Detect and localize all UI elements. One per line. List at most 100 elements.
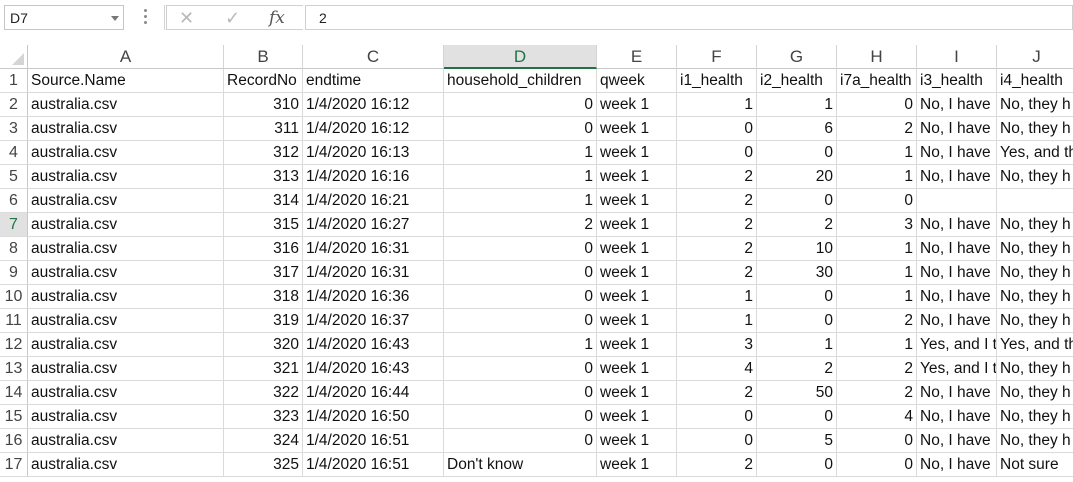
cell-j15[interactable]: No, they h xyxy=(997,405,1073,429)
cell-d5[interactable]: 1 xyxy=(444,165,597,189)
cell-c7[interactable]: 1/4/2020 16:27 xyxy=(303,213,444,237)
cell-j13[interactable]: No, they h xyxy=(997,357,1073,381)
cell-h2[interactable]: 0 xyxy=(837,93,917,117)
cell-c14[interactable]: 1/4/2020 16:44 xyxy=(303,381,444,405)
cell-a5[interactable]: australia.csv xyxy=(28,165,224,189)
cell-f12[interactable]: 3 xyxy=(677,333,757,357)
cell-a12[interactable]: australia.csv xyxy=(28,333,224,357)
cell-h12[interactable]: 1 xyxy=(837,333,917,357)
cell-j12[interactable]: Yes, and th xyxy=(997,333,1073,357)
row-header-15[interactable]: 15 xyxy=(0,405,28,429)
cell-f4[interactable]: 0 xyxy=(677,141,757,165)
row-header-4[interactable]: 4 xyxy=(0,141,28,165)
cell-d10[interactable]: 0 xyxy=(444,285,597,309)
cell-d15[interactable]: 0 xyxy=(444,405,597,429)
cell-j8[interactable]: No, they h xyxy=(997,237,1073,261)
cell-j3[interactable]: No, they h xyxy=(997,117,1073,141)
cell-f9[interactable]: 2 xyxy=(677,261,757,285)
cell-a13[interactable]: australia.csv xyxy=(28,357,224,381)
row-header-8[interactable]: 8 xyxy=(0,237,28,261)
cell-f5[interactable]: 2 xyxy=(677,165,757,189)
cell-c4[interactable]: 1/4/2020 16:13 xyxy=(303,141,444,165)
cell-j10[interactable]: No, they h xyxy=(997,285,1073,309)
cell-h11[interactable]: 2 xyxy=(837,309,917,333)
cell-b9[interactable]: 317 xyxy=(224,261,303,285)
more-options-icon[interactable] xyxy=(144,9,148,27)
cell-b15[interactable]: 323 xyxy=(224,405,303,429)
cell-j14[interactable]: No, they h xyxy=(997,381,1073,405)
cell-j6[interactable] xyxy=(997,189,1073,213)
cell-a1[interactable]: Source.Name xyxy=(28,69,224,93)
cell-f2[interactable]: 1 xyxy=(677,93,757,117)
cell-e12[interactable]: week 1 xyxy=(597,333,677,357)
cell-f17[interactable]: 2 xyxy=(677,453,757,477)
cell-d17[interactable]: Don't know xyxy=(444,453,597,477)
cell-h8[interactable]: 1 xyxy=(837,237,917,261)
cell-d8[interactable]: 0 xyxy=(444,237,597,261)
cell-d7[interactable]: 2 xyxy=(444,213,597,237)
cell-c6[interactable]: 1/4/2020 16:21 xyxy=(303,189,444,213)
cell-e6[interactable]: week 1 xyxy=(597,189,677,213)
cell-e11[interactable]: week 1 xyxy=(597,309,677,333)
cell-b11[interactable]: 319 xyxy=(224,309,303,333)
cell-j16[interactable]: No, they h xyxy=(997,429,1073,453)
cell-d16[interactable]: 0 xyxy=(444,429,597,453)
cell-b5[interactable]: 313 xyxy=(224,165,303,189)
cell-g3[interactable]: 6 xyxy=(757,117,837,141)
cell-a16[interactable]: australia.csv xyxy=(28,429,224,453)
row-header-2[interactable]: 2 xyxy=(0,93,28,117)
column-header-b[interactable]: B xyxy=(224,45,303,69)
cell-g8[interactable]: 10 xyxy=(757,237,837,261)
cell-i7[interactable]: No, I have xyxy=(917,213,997,237)
cell-d14[interactable]: 0 xyxy=(444,381,597,405)
formula-input[interactable]: 2 xyxy=(305,5,1073,30)
row-header-11[interactable]: 11 xyxy=(0,309,28,333)
cell-g1[interactable]: i2_health xyxy=(757,69,837,93)
row-header-12[interactable]: 12 xyxy=(0,333,28,357)
cell-j4[interactable]: Yes, and th xyxy=(997,141,1073,165)
cell-g15[interactable]: 0 xyxy=(757,405,837,429)
close-icon[interactable]: ✕ xyxy=(179,8,195,28)
column-header-d[interactable]: D xyxy=(444,45,597,69)
cell-e7[interactable]: week 1 xyxy=(597,213,677,237)
cell-c9[interactable]: 1/4/2020 16:31 xyxy=(303,261,444,285)
cell-e3[interactable]: week 1 xyxy=(597,117,677,141)
cell-g17[interactable]: 0 xyxy=(757,453,837,477)
cell-g14[interactable]: 50 xyxy=(757,381,837,405)
cell-b6[interactable]: 314 xyxy=(224,189,303,213)
cell-j7[interactable]: No, they h xyxy=(997,213,1073,237)
cell-d9[interactable]: 0 xyxy=(444,261,597,285)
cell-g13[interactable]: 2 xyxy=(757,357,837,381)
cell-h10[interactable]: 1 xyxy=(837,285,917,309)
row-header-6[interactable]: 6 xyxy=(0,189,28,213)
cell-g7[interactable]: 2 xyxy=(757,213,837,237)
cell-j11[interactable]: No, they h xyxy=(997,309,1073,333)
cell-h17[interactable]: 0 xyxy=(837,453,917,477)
cell-c15[interactable]: 1/4/2020 16:50 xyxy=(303,405,444,429)
row-header-10[interactable]: 10 xyxy=(0,285,28,309)
cell-d13[interactable]: 0 xyxy=(444,357,597,381)
cell-a9[interactable]: australia.csv xyxy=(28,261,224,285)
cell-j17[interactable]: Not sure xyxy=(997,453,1073,477)
cell-a11[interactable]: australia.csv xyxy=(28,309,224,333)
select-all-button[interactable] xyxy=(0,45,28,69)
cell-b2[interactable]: 310 xyxy=(224,93,303,117)
cell-g2[interactable]: 1 xyxy=(757,93,837,117)
cell-i15[interactable]: No, I have xyxy=(917,405,997,429)
cell-f8[interactable]: 2 xyxy=(677,237,757,261)
cell-a6[interactable]: australia.csv xyxy=(28,189,224,213)
cell-i11[interactable]: No, I have xyxy=(917,309,997,333)
cell-b3[interactable]: 311 xyxy=(224,117,303,141)
cell-b13[interactable]: 321 xyxy=(224,357,303,381)
row-header-16[interactable]: 16 xyxy=(0,429,28,453)
cell-h1[interactable]: i7a_health xyxy=(837,69,917,93)
cell-i3[interactable]: No, I have xyxy=(917,117,997,141)
column-header-j[interactable]: J xyxy=(997,45,1073,69)
cell-j9[interactable]: No, they h xyxy=(997,261,1073,285)
cell-b7[interactable]: 315 xyxy=(224,213,303,237)
cell-i13[interactable]: Yes, and I t xyxy=(917,357,997,381)
cell-e17[interactable]: week 1 xyxy=(597,453,677,477)
cell-b17[interactable]: 325 xyxy=(224,453,303,477)
row-header-7[interactable]: 7 xyxy=(0,213,28,237)
cell-f7[interactable]: 2 xyxy=(677,213,757,237)
